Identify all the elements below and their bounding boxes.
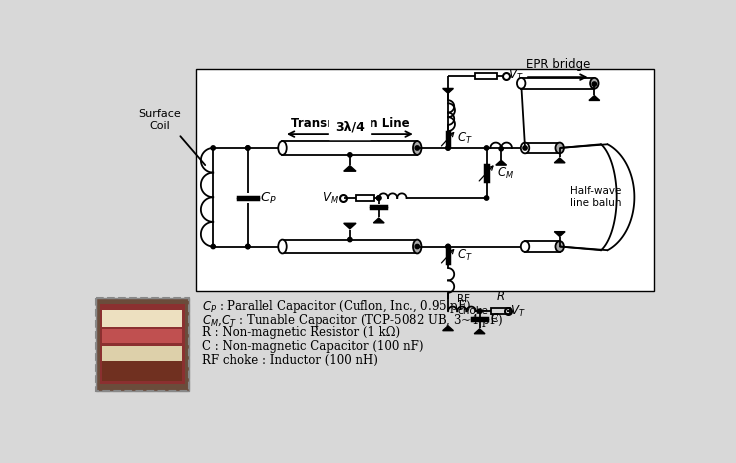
- Text: $R$: $R$: [496, 290, 505, 304]
- Text: $C$: $C$: [489, 313, 500, 325]
- Circle shape: [499, 147, 503, 151]
- Text: 3λ/4: 3λ/4: [335, 120, 365, 133]
- Bar: [102, 361, 183, 381]
- Bar: [197, 69, 654, 291]
- Bar: [283, 141, 417, 155]
- Text: Half-wave
line balun: Half-wave line balun: [570, 187, 622, 208]
- Circle shape: [377, 196, 381, 200]
- Circle shape: [246, 244, 250, 249]
- Polygon shape: [344, 166, 356, 171]
- Text: EPR bridge: EPR bridge: [526, 58, 590, 71]
- Circle shape: [446, 244, 450, 249]
- Ellipse shape: [556, 241, 564, 252]
- Circle shape: [446, 146, 450, 150]
- Bar: [525, 241, 559, 252]
- Ellipse shape: [521, 143, 529, 153]
- Polygon shape: [373, 218, 384, 223]
- Text: R : Non-magnetic Resistor (1 kΩ): R : Non-magnetic Resistor (1 kΩ): [202, 326, 400, 339]
- Circle shape: [484, 196, 489, 200]
- Ellipse shape: [521, 241, 529, 252]
- Circle shape: [246, 146, 250, 150]
- Circle shape: [415, 244, 420, 249]
- Circle shape: [484, 146, 489, 150]
- Circle shape: [211, 244, 216, 249]
- Bar: [283, 239, 417, 253]
- Ellipse shape: [278, 141, 287, 155]
- Ellipse shape: [517, 78, 526, 89]
- Text: Transmission Line: Transmission Line: [291, 117, 409, 130]
- Polygon shape: [496, 160, 506, 165]
- Text: $C_M$,$C_T$ : Tunable Capacitor (TCP-5082 UB, 3~4 pF): $C_M$,$C_T$ : Tunable Capacitor (TCP-508…: [202, 312, 503, 329]
- Ellipse shape: [278, 239, 287, 253]
- Text: $V_T$: $V_T$: [510, 304, 526, 319]
- Text: $C_T$: $C_T$: [457, 131, 473, 146]
- Ellipse shape: [556, 143, 564, 153]
- Text: $C_M$: $C_M$: [498, 165, 514, 181]
- Polygon shape: [442, 88, 453, 93]
- Text: $V_T$: $V_T$: [508, 68, 524, 83]
- Polygon shape: [554, 158, 565, 163]
- Polygon shape: [442, 326, 453, 331]
- Text: $C_P$: $C_P$: [260, 190, 277, 206]
- Text: $V_M$: $V_M$: [322, 190, 339, 206]
- Bar: [102, 310, 183, 326]
- Bar: [355, 195, 374, 201]
- Circle shape: [446, 146, 450, 150]
- Circle shape: [592, 82, 596, 86]
- Ellipse shape: [413, 239, 422, 253]
- Polygon shape: [344, 223, 356, 229]
- Bar: [521, 78, 595, 89]
- Text: $C_P$ : Parallel Capacitor (Cuflon, Inc., 0.95 pF): $C_P$ : Parallel Capacitor (Cuflon, Inc.…: [202, 298, 471, 315]
- Bar: [491, 308, 509, 314]
- Circle shape: [347, 238, 352, 242]
- Circle shape: [246, 244, 250, 249]
- Circle shape: [446, 244, 450, 249]
- Circle shape: [415, 146, 420, 150]
- Text: $C_T$: $C_T$: [457, 248, 473, 263]
- Circle shape: [211, 146, 216, 150]
- Bar: [102, 346, 183, 361]
- Circle shape: [377, 196, 381, 200]
- Circle shape: [347, 153, 352, 157]
- Bar: [102, 329, 183, 343]
- Bar: [475, 73, 497, 79]
- Bar: [96, 298, 188, 390]
- Text: C : Non-magnetic Capacitor (100 nF): C : Non-magnetic Capacitor (100 nF): [202, 340, 423, 353]
- Text: RF
choke: RF choke: [457, 294, 488, 316]
- Ellipse shape: [590, 78, 598, 89]
- Polygon shape: [554, 232, 565, 237]
- Circle shape: [246, 146, 250, 150]
- Text: Surface
Coil: Surface Coil: [138, 109, 180, 131]
- Bar: [100, 304, 185, 384]
- Bar: [96, 298, 188, 390]
- Circle shape: [478, 309, 482, 313]
- Bar: [525, 143, 559, 153]
- Polygon shape: [589, 95, 600, 100]
- Ellipse shape: [413, 141, 422, 155]
- Polygon shape: [474, 329, 485, 334]
- Circle shape: [523, 146, 527, 150]
- Text: RF choke : Inductor (100 nH): RF choke : Inductor (100 nH): [202, 354, 378, 367]
